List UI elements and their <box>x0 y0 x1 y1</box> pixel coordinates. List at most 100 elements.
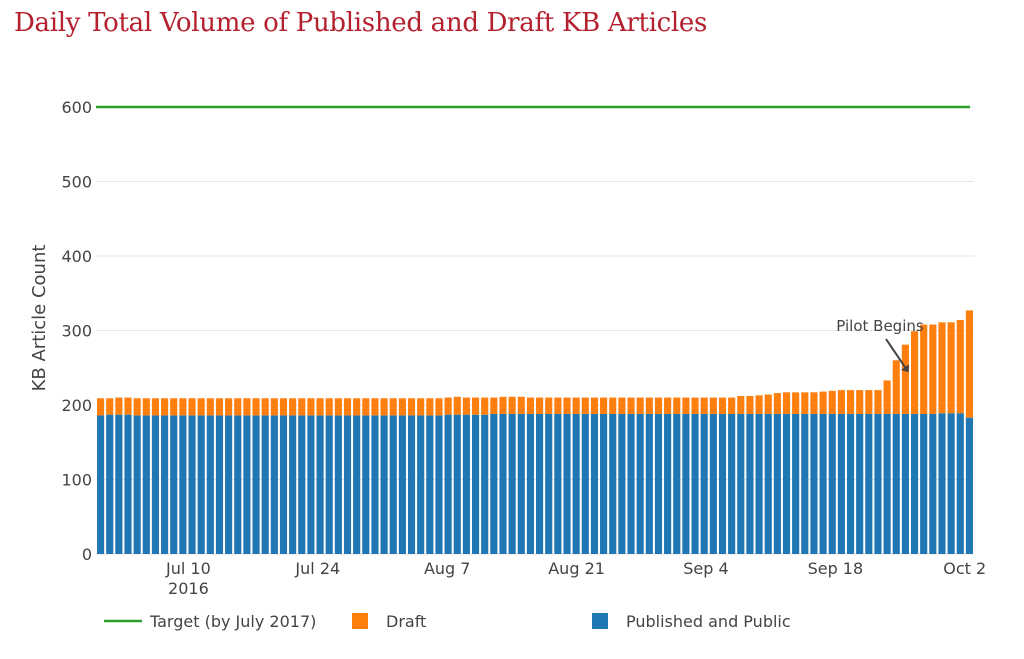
bar-published <box>536 413 544 554</box>
legend-item[interactable]: Draft <box>352 612 426 631</box>
bar-draft <box>490 397 498 414</box>
bar-draft <box>289 398 297 416</box>
bar-published <box>170 415 178 554</box>
bar-draft <box>673 397 681 414</box>
bar-published <box>325 415 333 554</box>
chart-title: Daily Total Volume of Published and Draf… <box>14 8 708 38</box>
bar-published <box>901 413 909 554</box>
bar-draft <box>956 320 964 414</box>
bar-draft <box>261 398 269 416</box>
bar-published <box>956 413 964 554</box>
bar-draft <box>856 390 864 414</box>
bar-published <box>142 415 150 554</box>
bar-draft <box>398 398 406 416</box>
bar-draft <box>910 331 919 414</box>
bar-draft <box>206 398 214 416</box>
bar-published <box>728 413 736 554</box>
x-tick-label: Jul 24 <box>294 559 340 578</box>
bar-draft <box>325 398 333 416</box>
bar-draft <box>435 398 443 416</box>
y-tick-label: 0 <box>82 545 92 564</box>
bar-published <box>737 413 745 554</box>
bar-draft <box>755 395 763 414</box>
bar-draft <box>142 398 150 416</box>
bar-draft <box>270 398 278 416</box>
bar-draft <box>536 397 544 414</box>
bar-draft <box>343 398 352 416</box>
bar-draft <box>737 396 745 414</box>
bar-draft <box>499 396 507 414</box>
bar-draft <box>316 398 324 416</box>
bar-published <box>407 415 416 554</box>
bar-draft <box>444 397 452 415</box>
bar-published <box>316 415 324 554</box>
bar-draft <box>526 397 534 414</box>
bar-published <box>920 413 928 554</box>
bar-published <box>691 413 699 554</box>
bar-draft <box>846 390 855 414</box>
bar-draft <box>545 397 553 414</box>
bar-published <box>261 415 269 554</box>
bar-published <box>654 413 663 554</box>
bar-published <box>581 413 589 554</box>
legend-item[interactable]: Published and Public <box>592 612 791 631</box>
bar-draft <box>225 398 233 416</box>
x-tick-label: Jul 10 <box>165 559 211 578</box>
bar-draft <box>600 397 608 414</box>
bar-published <box>334 415 342 554</box>
bar-draft <box>810 392 818 414</box>
bar-published <box>380 415 388 554</box>
bar-draft <box>627 397 635 414</box>
bar-draft <box>124 397 132 415</box>
bar-published <box>673 413 681 554</box>
bar-published <box>243 415 251 554</box>
bar-published <box>462 414 470 554</box>
bar-draft <box>938 322 946 414</box>
bar-published <box>371 415 379 554</box>
bar-published <box>554 413 562 554</box>
bar-published <box>389 415 397 554</box>
bar-published <box>636 413 644 554</box>
bar-published <box>298 415 306 554</box>
bar-published <box>234 415 242 554</box>
bar-published <box>755 413 763 554</box>
bar-draft <box>572 397 580 414</box>
x-tick-label: Aug 7 <box>424 559 471 578</box>
bar-published <box>151 415 160 554</box>
bar-published <box>609 413 617 554</box>
bar-draft <box>801 392 809 414</box>
x-tick-label: Aug 21 <box>548 559 605 578</box>
bar-published <box>225 415 233 554</box>
bar-published <box>545 413 553 554</box>
bar-published <box>215 415 224 554</box>
bar-published <box>307 415 315 554</box>
legend-label: Target (by July 2017) <box>149 612 316 631</box>
bar-draft <box>920 324 928 414</box>
bar-draft <box>353 398 361 416</box>
legend-item[interactable]: Target (by July 2017) <box>104 612 316 631</box>
bar-published <box>837 413 845 554</box>
bar-draft <box>618 397 626 414</box>
bar-published <box>444 414 452 554</box>
bar-draft <box>380 398 388 416</box>
bar-draft <box>764 394 772 414</box>
bar-draft <box>728 397 736 414</box>
bar-published <box>197 415 205 554</box>
bar-draft <box>773 393 781 414</box>
bar-draft <box>645 397 653 414</box>
legend-label: Published and Public <box>626 612 791 631</box>
y-tick-label: 300 <box>61 322 92 341</box>
bar-draft <box>929 324 937 414</box>
bar-draft <box>362 398 370 416</box>
bar-draft <box>901 344 909 414</box>
bar-published <box>865 413 873 554</box>
bar-draft <box>471 397 480 415</box>
bar-published <box>856 413 864 554</box>
bar-layer <box>97 310 973 554</box>
bar-published <box>600 413 608 554</box>
bar-draft <box>481 397 489 415</box>
bar-published <box>490 413 498 554</box>
bar-draft <box>97 398 105 416</box>
bar-draft <box>334 398 342 416</box>
